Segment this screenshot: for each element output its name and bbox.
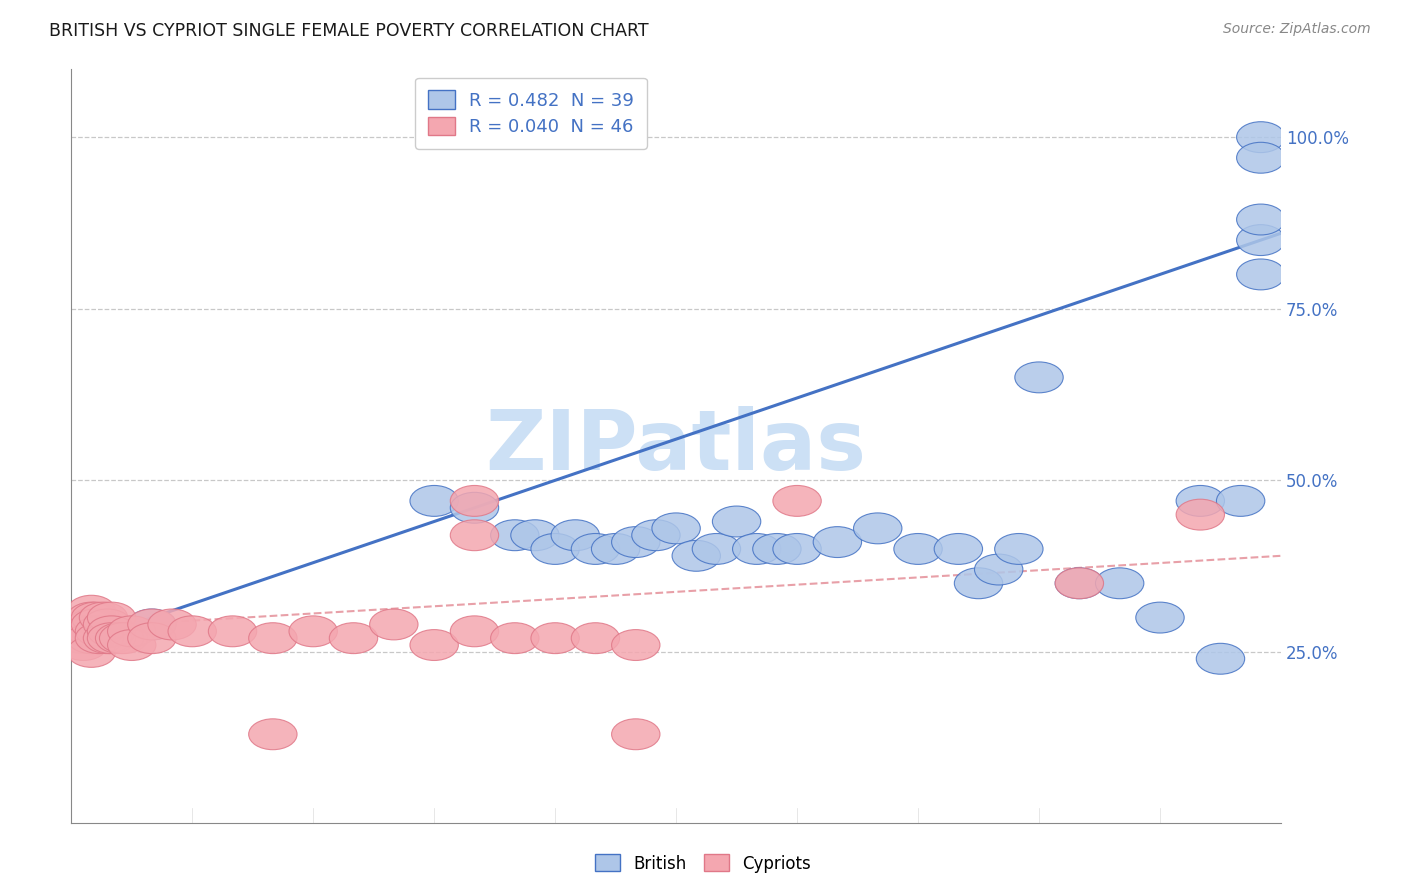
Ellipse shape [934,533,983,565]
Ellipse shape [813,526,862,558]
Legend: British, Cypriots: British, Cypriots [589,847,817,880]
Ellipse shape [955,568,1002,599]
Ellipse shape [67,609,115,640]
Ellipse shape [510,520,560,550]
Ellipse shape [612,526,659,558]
Ellipse shape [631,520,681,550]
Ellipse shape [87,615,136,647]
Ellipse shape [1237,204,1285,235]
Text: Source: ZipAtlas.com: Source: ZipAtlas.com [1223,22,1371,37]
Ellipse shape [107,630,156,660]
Ellipse shape [72,609,120,640]
Ellipse shape [76,615,124,647]
Ellipse shape [329,623,378,654]
Ellipse shape [733,533,780,565]
Ellipse shape [67,637,115,667]
Ellipse shape [128,609,176,640]
Ellipse shape [67,602,115,633]
Ellipse shape [169,615,217,647]
Ellipse shape [450,485,499,516]
Ellipse shape [83,623,132,654]
Ellipse shape [531,533,579,565]
Ellipse shape [672,541,720,571]
Ellipse shape [67,623,115,654]
Ellipse shape [290,615,337,647]
Ellipse shape [67,623,115,654]
Ellipse shape [63,609,111,640]
Ellipse shape [59,630,107,660]
Ellipse shape [107,615,156,647]
Text: BRITISH VS CYPRIOT SINGLE FEMALE POVERTY CORRELATION CHART: BRITISH VS CYPRIOT SINGLE FEMALE POVERTY… [49,22,648,40]
Ellipse shape [370,609,418,640]
Ellipse shape [531,623,579,654]
Ellipse shape [128,623,176,654]
Ellipse shape [148,609,197,640]
Ellipse shape [894,533,942,565]
Ellipse shape [713,506,761,537]
Ellipse shape [773,485,821,516]
Ellipse shape [87,615,136,647]
Ellipse shape [1054,568,1104,599]
Ellipse shape [63,615,111,647]
Ellipse shape [571,623,620,654]
Ellipse shape [491,520,538,550]
Ellipse shape [612,719,659,749]
Ellipse shape [491,623,538,654]
Ellipse shape [1237,121,1285,153]
Ellipse shape [1136,602,1184,633]
Ellipse shape [67,595,115,626]
Ellipse shape [450,492,499,524]
Ellipse shape [853,513,901,544]
Legend: R = 0.482  N = 39, R = 0.040  N = 46: R = 0.482 N = 39, R = 0.040 N = 46 [415,78,647,149]
Ellipse shape [208,615,257,647]
Ellipse shape [773,533,821,565]
Ellipse shape [76,623,124,654]
Ellipse shape [79,602,128,633]
Ellipse shape [1216,485,1265,516]
Ellipse shape [1095,568,1144,599]
Ellipse shape [87,602,136,633]
Ellipse shape [87,623,136,654]
Ellipse shape [1175,500,1225,530]
Text: ZIPatlas: ZIPatlas [485,406,866,486]
Ellipse shape [692,533,741,565]
Ellipse shape [72,602,120,633]
Ellipse shape [551,520,599,550]
Ellipse shape [59,623,107,654]
Ellipse shape [83,609,132,640]
Ellipse shape [128,609,176,640]
Ellipse shape [1237,143,1285,173]
Ellipse shape [612,630,659,660]
Ellipse shape [67,615,115,647]
Ellipse shape [1175,485,1225,516]
Ellipse shape [652,513,700,544]
Ellipse shape [592,533,640,565]
Ellipse shape [411,630,458,660]
Ellipse shape [1237,259,1285,290]
Ellipse shape [450,520,499,550]
Ellipse shape [249,623,297,654]
Ellipse shape [1054,568,1104,599]
Ellipse shape [1015,362,1063,392]
Ellipse shape [96,623,143,654]
Ellipse shape [411,485,458,516]
Ellipse shape [994,533,1043,565]
Ellipse shape [571,533,620,565]
Ellipse shape [1197,643,1244,674]
Ellipse shape [100,623,148,654]
Ellipse shape [1237,225,1285,255]
Ellipse shape [450,615,499,647]
Ellipse shape [249,719,297,749]
Ellipse shape [752,533,801,565]
Ellipse shape [974,554,1024,585]
